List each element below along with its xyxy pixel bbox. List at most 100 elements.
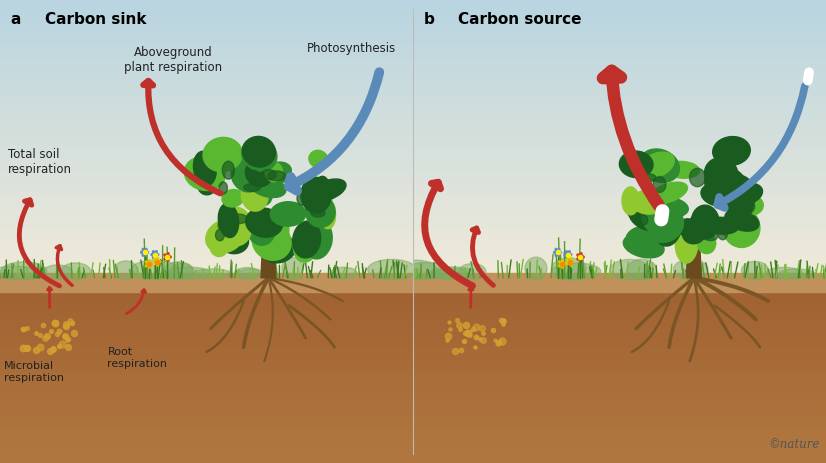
Ellipse shape [622,187,639,215]
Bar [0,118,413,121]
Ellipse shape [253,234,282,255]
Bar [413,28,826,31]
Ellipse shape [150,263,153,265]
Ellipse shape [552,258,586,280]
Ellipse shape [259,162,292,186]
Ellipse shape [715,173,738,203]
Text: Root
respiration: Root respiration [107,347,168,369]
Ellipse shape [169,256,171,258]
Bar [0,149,413,153]
Bar [0,278,413,284]
Bar [0,225,413,229]
Bar [413,17,826,21]
Bar [413,10,826,14]
Bar [413,153,826,156]
Bar [0,212,413,215]
Ellipse shape [243,137,275,167]
Ellipse shape [778,269,814,279]
Ellipse shape [628,259,657,280]
Ellipse shape [219,182,227,194]
Ellipse shape [553,251,557,253]
Ellipse shape [158,261,161,263]
Ellipse shape [266,213,289,246]
Ellipse shape [431,269,458,279]
Ellipse shape [650,197,688,217]
Bar [413,253,826,257]
Bar [413,194,826,198]
Bar [0,370,413,376]
Bar [413,444,826,450]
Bar [413,271,826,274]
Bar [413,76,826,80]
Bar [413,184,826,188]
Ellipse shape [218,219,229,231]
Ellipse shape [309,150,327,168]
Bar [0,63,413,66]
Bar [413,358,826,364]
Bar [413,121,826,125]
Ellipse shape [563,263,566,265]
Bar [0,17,413,21]
Bar [413,90,826,94]
Bar [0,35,413,38]
Bar [413,35,826,38]
Ellipse shape [301,177,331,213]
Ellipse shape [694,208,717,234]
Bar [413,52,826,56]
Bar [0,215,413,219]
Bar [0,364,413,370]
Ellipse shape [638,152,674,178]
Ellipse shape [203,138,242,172]
Ellipse shape [568,256,570,259]
Ellipse shape [253,186,272,206]
Bar [0,121,413,125]
Ellipse shape [222,207,252,245]
Ellipse shape [673,259,708,280]
Bar [413,156,826,160]
Ellipse shape [666,162,700,178]
Bar [0,309,413,315]
Bar [413,229,826,232]
Ellipse shape [246,208,276,245]
Ellipse shape [717,175,755,209]
Bar [0,236,413,239]
Ellipse shape [639,215,648,225]
Ellipse shape [149,260,150,263]
Bar [413,149,826,153]
Bar [413,21,826,24]
Bar [413,222,826,225]
Bar [413,63,826,66]
Bar [0,333,413,339]
Ellipse shape [167,258,169,261]
Bar [0,3,413,7]
Ellipse shape [624,234,664,258]
Bar [413,264,826,267]
Bar [413,450,826,457]
Bar [0,24,413,28]
Bar [413,94,826,97]
Bar [0,42,413,45]
Ellipse shape [154,262,156,264]
Bar [413,45,826,49]
Ellipse shape [632,190,666,214]
Ellipse shape [153,250,154,254]
Bar [413,309,826,315]
Bar [413,346,826,352]
Ellipse shape [723,208,760,247]
Ellipse shape [689,212,714,235]
Text: Carbon sink: Carbon sink [45,12,147,26]
Bar [413,87,826,90]
Bar [0,376,413,383]
Bar [413,370,826,376]
Bar [413,118,826,121]
Polygon shape [261,222,276,278]
Bar [413,104,826,107]
Bar [0,76,413,80]
Ellipse shape [552,263,601,280]
Bar [0,128,413,132]
Bar [0,260,413,264]
Bar [413,14,826,17]
Ellipse shape [571,261,574,263]
Bar [0,45,413,49]
Bar [413,128,826,132]
